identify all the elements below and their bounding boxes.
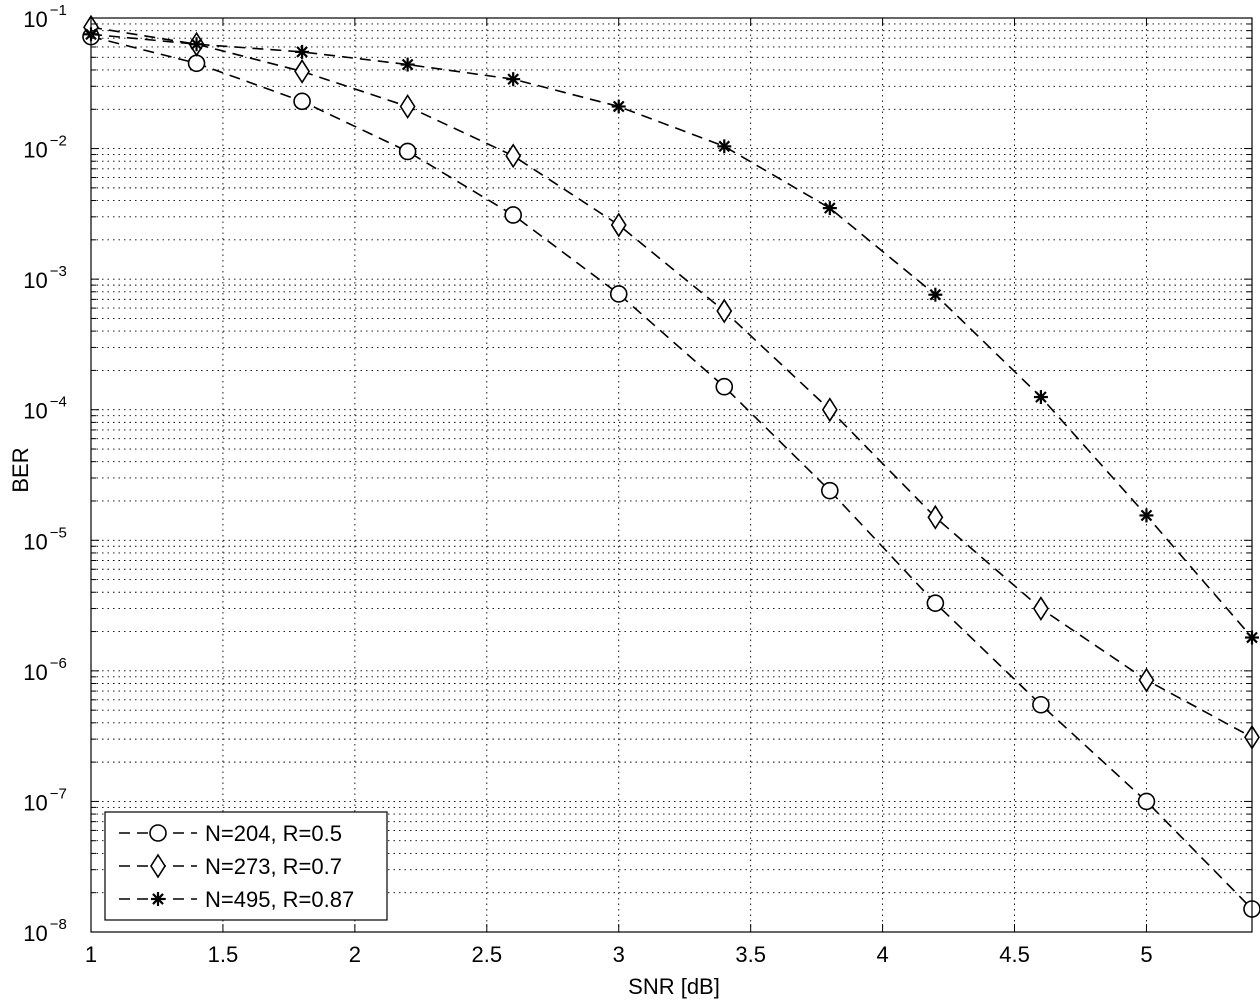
series-line	[90, 33, 1253, 639]
data-point-marker	[294, 58, 311, 84]
y-axis-title: BER	[8, 447, 33, 492]
series-line	[90, 35, 1253, 910]
x-axis-title: SNR [dB]	[628, 974, 720, 999]
data-point-marker	[822, 201, 837, 216]
series-diamond	[83, 14, 1260, 750]
legend-marker	[151, 892, 165, 906]
data-point-marker	[926, 594, 945, 612]
data-point-marker	[293, 92, 311, 111]
data-point-marker	[1139, 508, 1154, 523]
x-tick-label: 3.5	[735, 942, 766, 967]
y-tick-label: 10 −8	[23, 916, 67, 946]
legend-marker	[149, 824, 167, 842]
series-asterisk	[84, 27, 1259, 645]
data-point-marker	[1033, 390, 1048, 405]
data-point-marker	[821, 397, 838, 423]
legend-item: N=273, R=0.7	[119, 853, 342, 879]
data-point-marker	[609, 285, 628, 303]
data-point-marker	[295, 44, 310, 59]
ticks: 1 1.5 2 2.5 3 3.5 4 4.5 5 10−8 10−7 10−6 10−5 10 −4 10−…	[23, 2, 1252, 967]
series-circle	[82, 27, 1260, 918]
legend-label: N=495, R=0.87	[205, 887, 354, 912]
x-tick-label: 1	[85, 942, 97, 967]
data-point-marker	[399, 94, 416, 119]
x-tick-label: 5	[1140, 942, 1152, 967]
x-tick-label: 4.5	[999, 942, 1030, 967]
data-point-marker	[1032, 596, 1049, 622]
plot-frame	[90, 17, 1253, 933]
legend-marker	[150, 853, 166, 879]
data-point-marker	[504, 206, 522, 224]
x-tick-label: 3	[613, 942, 625, 967]
legend: N=204, R=0.5 N=273, R=0.7 N=495, R=0.87	[104, 811, 388, 921]
y-tick-label: 10 −4	[23, 394, 67, 424]
data-point-marker	[400, 57, 415, 72]
data-point-marker	[610, 212, 627, 238]
data-point-marker	[187, 54, 206, 73]
data-point-marker	[611, 99, 626, 114]
series-group	[82, 14, 1260, 918]
x-tick-label: 4	[876, 942, 888, 967]
legend-label: N=273, R=0.7	[205, 854, 342, 879]
legend-item: N=204, R=0.5	[119, 821, 342, 846]
x-tick-label: 2	[349, 942, 361, 967]
data-point-marker	[928, 287, 943, 302]
data-point-marker	[717, 139, 732, 154]
data-point-marker	[505, 143, 522, 169]
x-tick-label: 2.5	[471, 942, 502, 967]
legend-label: N=204, R=0.5	[205, 821, 342, 846]
legend-item: N=495, R=0.87	[119, 887, 354, 912]
y-tick-label: 10 −6	[23, 655, 67, 685]
y-tick-label: 10 −1	[23, 2, 67, 32]
grid	[90, 18, 1252, 932]
data-point-marker	[821, 481, 839, 500]
data-point-marker	[1138, 667, 1155, 693]
data-point-marker	[1137, 792, 1156, 811]
x-tick-label: 1.5	[208, 942, 239, 967]
data-point-marker	[715, 377, 734, 396]
y-tick-label: 10 −3	[23, 263, 67, 293]
data-point-marker	[1032, 695, 1050, 714]
y-tick-label: 10 −5	[23, 524, 67, 554]
data-point-marker	[506, 72, 521, 87]
data-point-marker	[927, 504, 944, 530]
data-point-marker	[189, 37, 204, 52]
y-tick-label: 10 −7	[23, 785, 67, 815]
series-line	[90, 26, 1253, 738]
y-tick-label: 10 −2	[23, 133, 67, 163]
data-point-marker	[716, 298, 733, 324]
data-point-marker	[398, 142, 417, 161]
